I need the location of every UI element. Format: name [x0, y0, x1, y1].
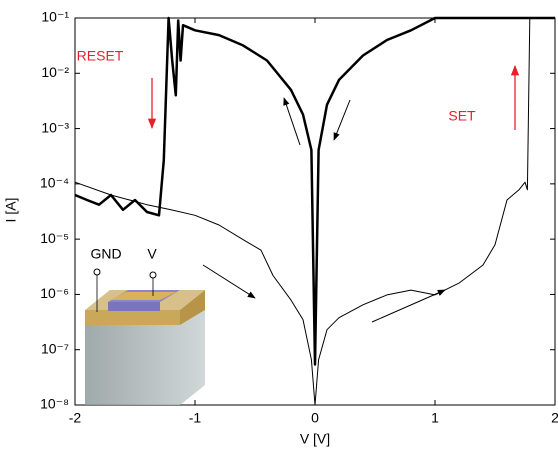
- x-tick-label: -1: [189, 410, 202, 426]
- y-tick-label: 10⁻⁸: [40, 396, 69, 412]
- y-tick-label: 10⁻⁶: [40, 285, 69, 301]
- chart: V [V] I [A] -2 -1 0 1 2 10⁻⁸ 10⁻⁷ 10⁻⁶ 10⁻⁵ 10⁻⁴ 1…: [0, 0, 558, 458]
- y-tick-label: 10⁻²: [41, 64, 69, 80]
- annotation: RESET: [77, 48, 124, 64]
- annotation: GND: [90, 246, 121, 262]
- y-tick-label: 10⁻⁵: [40, 230, 69, 246]
- device-inset: [85, 269, 205, 405]
- x-axis-label: V [V]: [300, 431, 330, 447]
- y-tick-label: 10⁻⁷: [41, 340, 69, 356]
- y-axis-label: I [A]: [3, 198, 19, 223]
- x-tick-label: 2: [551, 410, 558, 426]
- y-tick-label: 10⁻¹: [41, 9, 69, 25]
- annotation: V: [147, 246, 157, 262]
- arrows: [152, 66, 515, 322]
- y-tick-label: 10⁻³: [41, 119, 69, 135]
- y-tick-label: 10⁻⁴: [40, 175, 69, 191]
- x-tick-label: 0: [311, 410, 319, 426]
- page: {"chart_data": {"type": "line", "yscale"…: [0, 0, 558, 458]
- x-tick-label: -2: [69, 410, 82, 426]
- annotation: SET: [448, 108, 476, 124]
- x-tick-label: 1: [431, 410, 439, 426]
